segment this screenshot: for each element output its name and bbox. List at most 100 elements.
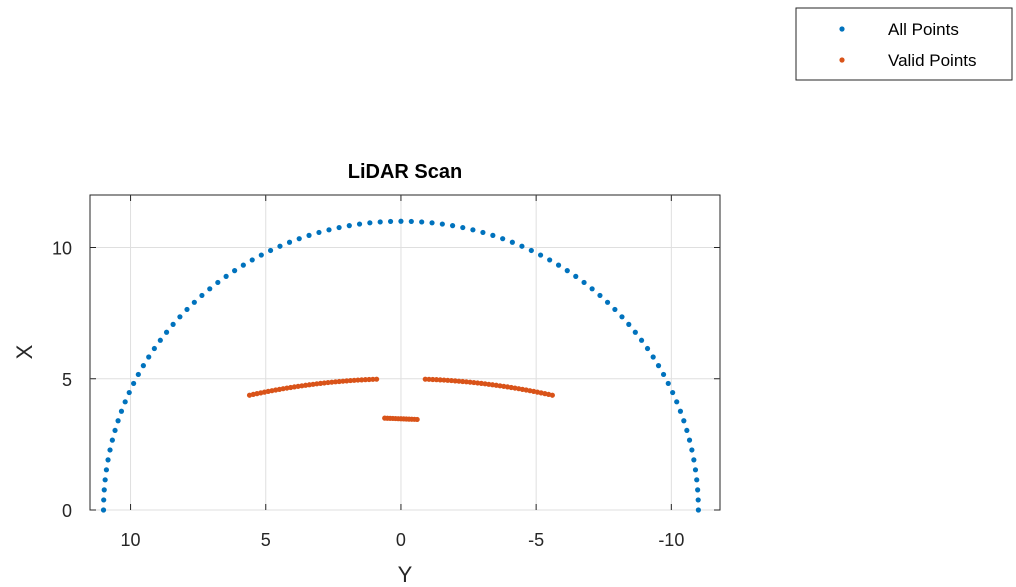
data-point-valid: [329, 379, 335, 385]
data-point-all: [519, 243, 525, 249]
data-point-all: [177, 314, 183, 320]
data-point-all: [146, 354, 152, 360]
data-point-all: [681, 418, 687, 424]
data-point-all: [655, 363, 662, 369]
data-point-all: [367, 220, 373, 226]
data-point-valid: [374, 376, 380, 382]
data-point-valid: [456, 378, 462, 384]
legend-marker-valid-points: [839, 57, 845, 63]
data-point-all: [490, 232, 496, 238]
data-point-all: [644, 345, 651, 352]
data-point-all: [286, 239, 293, 245]
data-point-all: [135, 371, 141, 378]
x-tick-label: 5: [261, 530, 271, 550]
data-point-all: [306, 232, 312, 238]
data-point-all: [612, 306, 618, 313]
data-point-all: [665, 380, 671, 387]
data-point-all: [509, 239, 515, 245]
data-point-all: [377, 219, 383, 225]
data-point-all: [107, 447, 113, 453]
data-point-all: [689, 447, 695, 453]
data-point-all: [573, 273, 579, 279]
data-point-valid: [460, 378, 466, 385]
data-point-all: [547, 257, 553, 263]
data-point-all: [695, 487, 701, 493]
x-tick-label: -5: [528, 530, 544, 550]
chart-title: LiDAR Scan: [348, 161, 462, 183]
data-point-all: [429, 220, 435, 226]
data-point-all: [597, 292, 603, 299]
x-axis-label: Y: [398, 562, 413, 587]
data-point-all: [564, 268, 570, 274]
data-point-all: [101, 487, 107, 493]
legend: All Points Valid Points: [795, 7, 1013, 81]
data-point-all: [691, 457, 697, 463]
data-point-all: [140, 363, 146, 369]
data-point-all: [686, 437, 693, 443]
data-point-valid: [441, 377, 447, 383]
data-point-all: [626, 321, 632, 327]
data-point-valid: [445, 377, 451, 383]
data-point-all: [157, 337, 163, 343]
data-point-all: [258, 252, 264, 258]
data-point-all: [151, 345, 157, 352]
data-point-valid: [344, 378, 350, 384]
data-point-all: [695, 507, 701, 513]
data-point-all: [326, 227, 332, 233]
data-point-all: [398, 218, 404, 224]
plot-area: [89, 194, 721, 511]
series-valid-points: [246, 376, 555, 423]
data-point-all: [408, 218, 414, 225]
data-point-valid: [370, 376, 376, 382]
data-point-valid: [347, 377, 354, 384]
y-tick-label: 0: [62, 501, 72, 521]
data-point-all: [215, 279, 221, 286]
data-point-valid: [359, 377, 365, 383]
data-point-all: [170, 321, 176, 327]
data-point-all: [100, 507, 107, 513]
data-point-all: [105, 457, 111, 463]
data-point-valid: [433, 377, 440, 383]
series-all-points: [100, 218, 701, 513]
legend-box: [795, 7, 1013, 81]
data-point-all: [103, 467, 110, 473]
data-point-all: [581, 279, 587, 286]
data-point-all: [670, 389, 676, 396]
data-point-valid: [463, 379, 469, 385]
data-point-all: [296, 236, 302, 242]
data-point-all: [101, 497, 107, 503]
data-point-all: [112, 427, 118, 434]
data-point-all: [650, 354, 656, 360]
data-point-valid: [467, 379, 473, 385]
data-point-all: [184, 306, 190, 313]
data-point-valid: [549, 392, 555, 398]
y-axis: 0 5 10: [52, 239, 720, 521]
legend-label-all-points: All Points: [888, 20, 959, 39]
data-point-valid: [355, 377, 361, 383]
data-point-valid: [422, 376, 428, 382]
data-point-valid: [366, 376, 372, 383]
data-point-all: [694, 477, 700, 483]
data-point-all: [619, 314, 625, 320]
data-point-all: [604, 299, 611, 305]
x-tick-label: -10: [658, 530, 684, 550]
data-point-all: [232, 268, 238, 274]
data-point-all: [660, 371, 667, 378]
data-point-all: [346, 223, 352, 229]
data-point-valid: [430, 376, 436, 383]
data-point-all: [387, 218, 394, 225]
y-axis-label: X: [12, 344, 37, 359]
data-point-valid: [351, 377, 357, 383]
x-axis: 10 5 0 -5 -10: [121, 195, 684, 550]
data-point-all: [223, 273, 229, 279]
data-point-all: [240, 262, 246, 268]
data-point-all: [528, 247, 534, 254]
data-point-all: [419, 219, 425, 225]
data-point-all: [695, 497, 701, 503]
legend-label-valid-points: Valid Points: [888, 51, 977, 70]
data-point-all: [115, 418, 121, 424]
data-point-valid: [448, 377, 455, 384]
data-point-all: [199, 292, 205, 299]
data-point-all: [638, 337, 645, 343]
